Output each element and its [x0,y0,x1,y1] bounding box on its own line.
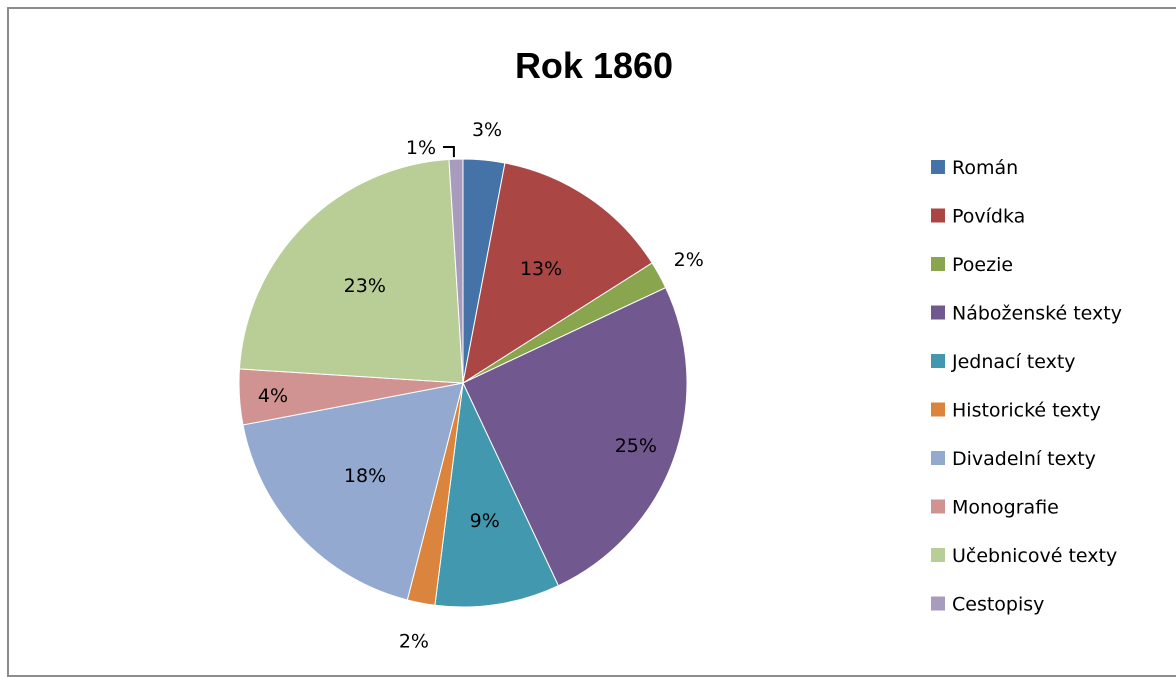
slice-label-nabozenske-texty: 25% [615,435,657,457]
legend-item-roman: Román [931,157,1018,179]
pie-slice-nabozenske-texty [462,286,688,587]
legend-item-jednaci-texty: Jednací texty [931,351,1076,373]
legend-swatch-ucebnicove-texty [931,548,945,562]
slice-label-monografie: 4% [258,385,288,407]
slice-label-jednaci-texty: 9% [470,510,500,532]
pie-slices [238,158,688,608]
legend-label-divadelni-texty: Divadelní texty [952,448,1096,470]
legend-label-jednaci-texty: Jednací texty [951,351,1076,373]
legend-swatch-roman [931,160,945,174]
slice-label-historicke-texty: 2% [399,630,429,652]
pie-slice-povidka [462,162,653,385]
slice-label-divadelni-texty: 18% [344,465,386,487]
legend-label-monografie: Monografie [952,497,1059,519]
leader-line-cestopisy [443,146,455,158]
legend-item-poezie: Poezie [931,254,1013,276]
legend-swatch-nabozenske-texty [931,305,945,320]
legend-label-roman: Román [952,157,1018,179]
legend-swatch-povidka [931,208,945,223]
legend-label-povidka: Povídka [952,206,1025,228]
slice-label-poezie: 2% [674,249,704,271]
pie-slice-ucebnicove-texty [238,158,464,384]
legend-label-historicke-texty: Historické texty [952,400,1101,422]
pie-slice-divadelni-texty [242,382,464,601]
legend: Román Povídka Poezie Náboženské texty Jednac… [931,157,1122,616]
legend-item-cestopisy: Cestopisy [931,594,1044,616]
legend-swatch-poezie [931,257,945,271]
slice-label-ucebnicove-texty: 23% [344,275,386,297]
legend-item-historicke-texty: Historické texty [931,400,1101,422]
pie-slice-jednaci-texty [434,381,560,608]
leader-lines [443,146,455,158]
slice-label-povidka: 13% [520,258,562,280]
legend-item-povidka: Povídka [931,206,1025,228]
legend-swatch-monografie [931,499,945,514]
slice-labels: 3% 13% 2% 25% 9% 2% 18% 4% 23% 1% [258,119,704,653]
legend-label-poezie: Poezie [952,254,1013,276]
legend-swatch-historicke-texty [931,402,945,417]
legend-label-ucebnicove-texty: Učebnicové texty [952,545,1117,567]
legend-swatch-cestopisy [931,596,945,611]
legend-swatch-divadelni-texty [931,451,945,465]
chart-title: Rok 1860 [515,45,673,86]
pie-slice-cestopisy [448,158,464,384]
legend-label-cestopisy: Cestopisy [952,594,1044,616]
legend-item-ucebnicove-texty: Učebnicové texty [931,545,1117,567]
legend-item-nabozenske-texty: Náboženské texty [931,303,1122,325]
slice-label-cestopisy: 1% [406,137,436,159]
legend-label-nabozenske-texty: Náboženské texty [952,303,1122,325]
legend-item-monografie: Monografie [931,497,1059,519]
legend-item-divadelni-texty: Divadelní texty [931,448,1096,470]
legend-swatch-jednaci-texty [931,354,945,368]
slice-label-roman: 3% [472,119,502,141]
